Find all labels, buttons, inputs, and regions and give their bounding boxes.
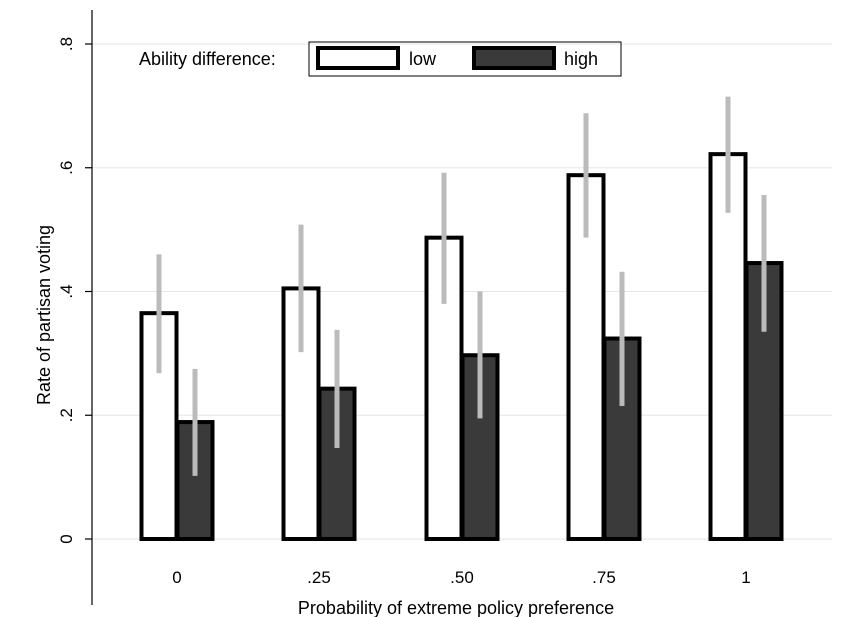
error-bars (156, 96, 767, 476)
x-tick-label: 0 (172, 568, 181, 587)
x-tick-label: .50 (450, 568, 474, 587)
y-tick-label: .8 (57, 37, 76, 51)
y-axis-ticks: 0 .2 .4 .6 .8 (57, 37, 92, 544)
y-axis-title: Rate of partisan voting (34, 225, 54, 405)
y-tick-label: .2 (57, 408, 76, 422)
bar-high-3 (602, 336, 642, 541)
legend-title: Ability difference: (139, 49, 276, 69)
legend-box (308, 41, 622, 77)
x-axis-ticks: 0 .25 .50 .75 1 (172, 568, 750, 587)
y-tick-label: 0 (57, 534, 76, 543)
legend-label-high: high (564, 49, 598, 69)
x-axis-title: Probability of extreme policy preference (298, 598, 614, 617)
y-tick-label: .6 (57, 161, 76, 175)
x-tick-label: .25 (307, 568, 331, 587)
legend-swatch-low (316, 46, 400, 70)
legend-swatch-high (472, 46, 556, 70)
legend: Ability difference: low high (139, 41, 622, 77)
legend-label-low: low (409, 49, 437, 69)
y-tick-label: .4 (57, 284, 76, 298)
x-tick-label: 1 (741, 568, 750, 587)
x-tick-label: .75 (592, 568, 616, 587)
